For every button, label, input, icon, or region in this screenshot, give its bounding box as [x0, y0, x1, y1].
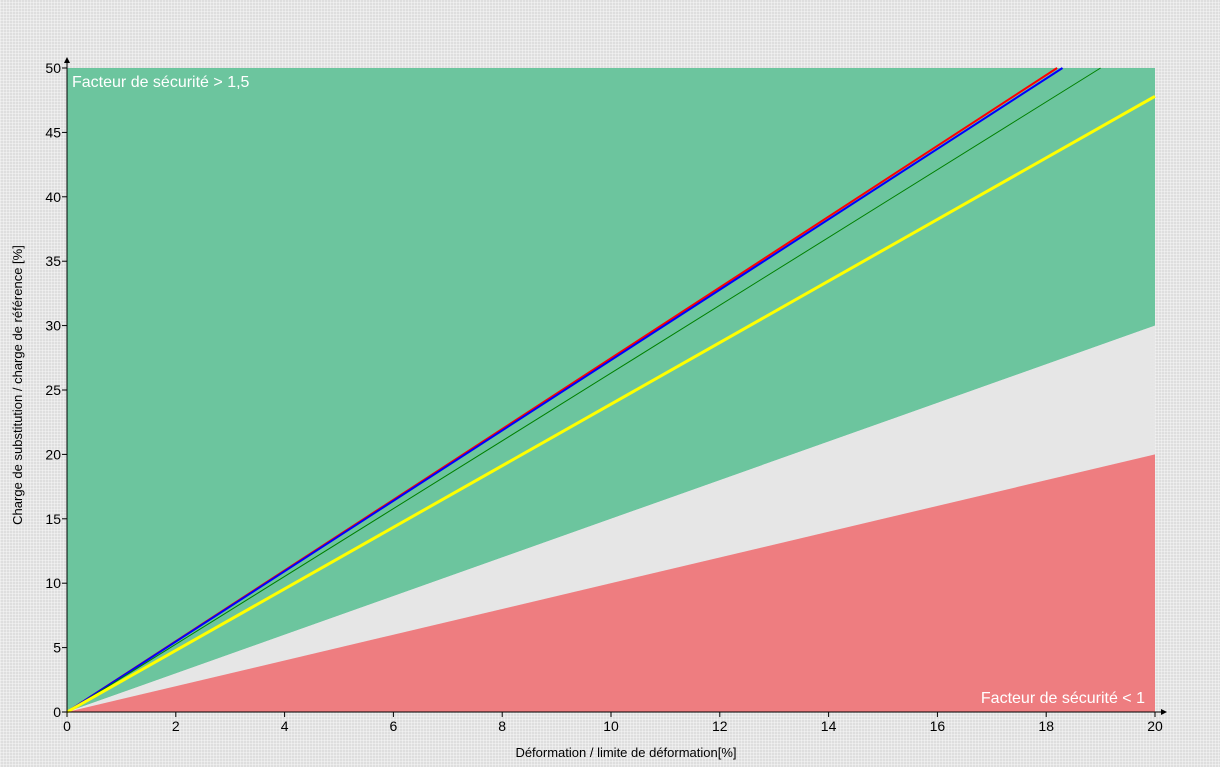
- x-tick-label: 14: [821, 718, 837, 734]
- series-line-2: [66, 67, 1064, 713]
- y-tick-label: 30: [45, 318, 61, 334]
- x-tick-label: 8: [498, 718, 506, 734]
- x-tick-label: 12: [712, 718, 728, 734]
- y-tick-label: 25: [45, 382, 61, 398]
- y-axis-arrow-icon: [64, 57, 70, 63]
- y-tick-label: 35: [45, 253, 61, 269]
- y-tick-label: 50: [45, 60, 61, 76]
- x-tick-label: 20: [1147, 718, 1163, 734]
- series-line-3: [66, 67, 1101, 713]
- x-tick-label: 16: [930, 718, 946, 734]
- y-tick-label: 0: [53, 704, 61, 720]
- x-tick-label: 18: [1038, 718, 1054, 734]
- y-tick-label: 5: [53, 640, 61, 656]
- x-axis-arrow-icon: [1161, 709, 1167, 715]
- series-layer: [66, 67, 1156, 714]
- y-axis-title: Charge de substitution / charge de référ…: [10, 245, 25, 525]
- x-tick-label: 4: [281, 718, 289, 734]
- series-line-4: [66, 94, 1156, 714]
- y-tick-label: 10: [45, 575, 61, 591]
- zone-mid: [67, 325, 1155, 712]
- x-tick-label: 0: [63, 718, 71, 734]
- x-tick-label: 6: [390, 718, 398, 734]
- zone-label-unsafe: Facteur de sécurité < 1: [981, 690, 1145, 707]
- y-tick-label: 40: [45, 189, 61, 205]
- y-tick-label: 20: [45, 446, 61, 462]
- x-tick-label: 2: [172, 718, 180, 734]
- y-tick-label: 45: [45, 124, 61, 140]
- zone-safe: [67, 68, 1155, 712]
- x-axis-title: Déformation / limite de déformation[%]: [515, 745, 736, 760]
- ticks-layer: 0 2 4 6 8 10 12 14 16 18 20 0 5 10 15 20 25 30 35 40 45 50: [45, 60, 1163, 734]
- y-tick-label: 15: [45, 511, 61, 527]
- zone-label-safe: Facteur de sécurité > 1,5: [72, 74, 250, 91]
- zones-layer: [67, 68, 1155, 712]
- x-tick-label: 10: [603, 718, 619, 734]
- axes-layer: [64, 57, 1167, 715]
- zone-unsafe: [67, 454, 1155, 712]
